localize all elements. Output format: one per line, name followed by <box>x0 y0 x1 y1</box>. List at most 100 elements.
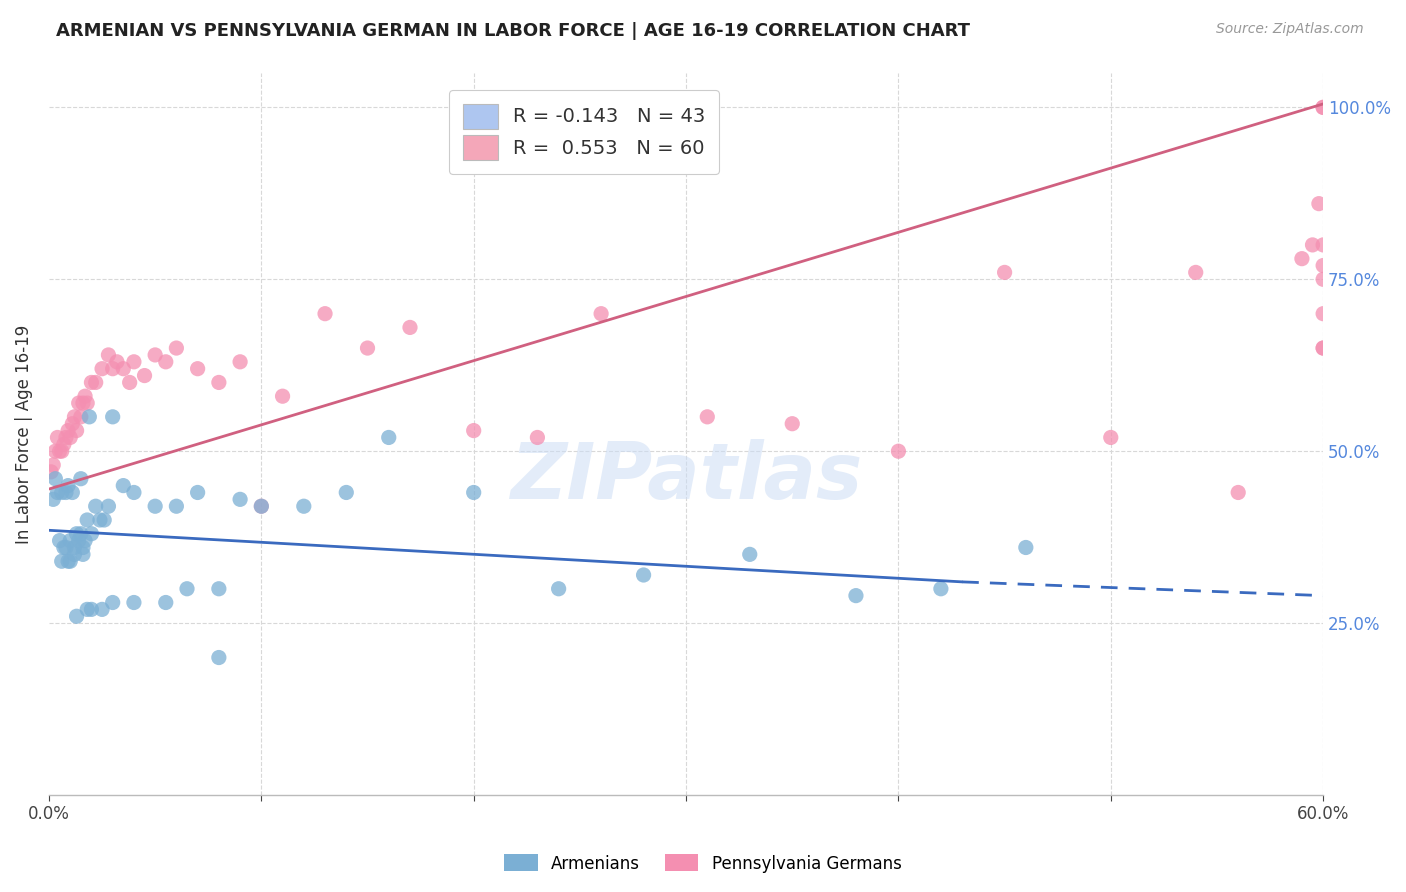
Point <box>55 541 77 555</box>
Point <box>76 396 98 410</box>
Point <box>65 526 87 541</box>
Point <box>56 554 79 568</box>
Point <box>122 485 145 500</box>
Point <box>63 541 86 555</box>
Legend: Armenians, Pennsylvania Germans: Armenians, Pennsylvania Germans <box>498 847 908 880</box>
Point <box>59 430 82 444</box>
Point <box>75 389 97 403</box>
Point <box>75 533 97 548</box>
Point <box>89 513 111 527</box>
Point <box>44 444 66 458</box>
Point <box>591 307 613 321</box>
Point <box>250 500 273 514</box>
Point <box>91 602 114 616</box>
Point <box>76 513 98 527</box>
Legend: R = -0.143   N = 43, R =  0.553   N = 60: R = -0.143 N = 43, R = 0.553 N = 60 <box>449 90 718 174</box>
Point <box>1015 541 1038 555</box>
Point <box>69 409 91 424</box>
Point <box>155 595 177 609</box>
Point <box>1312 341 1334 355</box>
Point <box>65 609 87 624</box>
Point <box>335 485 357 500</box>
Point <box>696 409 718 424</box>
Point <box>91 361 114 376</box>
Point <box>51 444 73 458</box>
Point <box>84 376 107 390</box>
Point <box>76 602 98 616</box>
Point <box>46 430 69 444</box>
Point <box>526 430 548 444</box>
Text: ARMENIAN VS PENNSYLVANIA GERMAN IN LABOR FORCE | AGE 16-19 CORRELATION CHART: ARMENIAN VS PENNSYLVANIA GERMAN IN LABOR… <box>56 22 970 40</box>
Point <box>1312 341 1334 355</box>
Point <box>208 376 231 390</box>
Point <box>208 582 231 596</box>
Point <box>118 376 141 390</box>
Point <box>55 485 77 500</box>
Point <box>1308 196 1330 211</box>
Point <box>80 602 103 616</box>
Point <box>65 424 87 438</box>
Point <box>42 458 65 472</box>
Point <box>155 355 177 369</box>
Point <box>187 361 209 376</box>
Point <box>79 409 101 424</box>
Point <box>42 492 65 507</box>
Point <box>463 424 485 438</box>
Point <box>105 355 128 369</box>
Point <box>63 409 86 424</box>
Point <box>122 595 145 609</box>
Point <box>44 472 66 486</box>
Point <box>52 541 75 555</box>
Point <box>1312 238 1334 252</box>
Point <box>738 547 761 561</box>
Point <box>229 355 252 369</box>
Point <box>69 526 91 541</box>
Point <box>101 409 124 424</box>
Point <box>80 376 103 390</box>
Text: Source: ZipAtlas.com: Source: ZipAtlas.com <box>1216 22 1364 37</box>
Point <box>97 500 120 514</box>
Point <box>69 472 91 486</box>
Point <box>250 500 273 514</box>
Point <box>1099 430 1122 444</box>
Point <box>845 589 868 603</box>
Point <box>165 341 187 355</box>
Point <box>84 500 107 514</box>
Point <box>72 547 94 561</box>
Point <box>48 533 70 548</box>
Y-axis label: In Labor Force | Age 16-19: In Labor Force | Age 16-19 <box>15 325 32 543</box>
Point <box>229 492 252 507</box>
Point <box>271 389 294 403</box>
Text: ZIPatlas: ZIPatlas <box>510 440 862 516</box>
Point <box>51 485 73 500</box>
Point <box>101 361 124 376</box>
Point <box>72 541 94 555</box>
Point <box>48 444 70 458</box>
Point <box>165 500 187 514</box>
Point <box>122 355 145 369</box>
Point <box>52 437 75 451</box>
Point <box>208 650 231 665</box>
Point <box>1227 485 1250 500</box>
Point <box>143 500 166 514</box>
Point <box>72 396 94 410</box>
Point <box>46 485 69 500</box>
Point <box>93 513 115 527</box>
Point <box>399 320 422 334</box>
Point <box>1184 265 1206 279</box>
Point <box>1312 100 1334 114</box>
Point <box>63 547 86 561</box>
Point <box>633 568 655 582</box>
Point <box>1312 259 1334 273</box>
Point <box>314 307 336 321</box>
Point <box>101 595 124 609</box>
Point <box>67 396 90 410</box>
Point <box>187 485 209 500</box>
Point <box>80 526 103 541</box>
Point <box>377 430 399 444</box>
Point <box>547 582 569 596</box>
Point <box>112 478 135 492</box>
Point <box>176 582 198 596</box>
Point <box>56 478 79 492</box>
Point <box>463 485 485 500</box>
